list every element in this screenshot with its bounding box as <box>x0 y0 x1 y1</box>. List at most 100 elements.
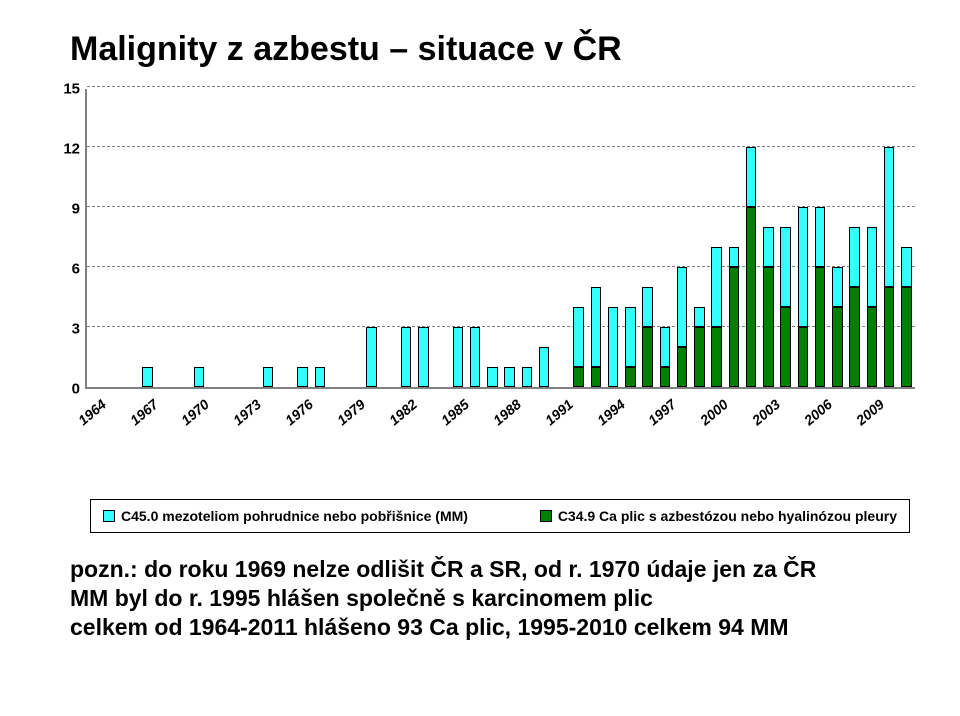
bar <box>539 347 549 387</box>
bar-segment-mm <box>849 227 859 287</box>
x-tick-slot: 1982 <box>396 394 413 444</box>
x-tick-slot <box>466 394 483 444</box>
bar-slot <box>363 89 380 387</box>
bar-slot <box>622 89 639 387</box>
legend-swatch-mm <box>103 510 115 522</box>
bar-segment-mm <box>729 247 739 267</box>
x-axis-labels: 1964196719701973197619791982198519881991… <box>85 394 915 444</box>
bar-segment-ca <box>849 287 859 387</box>
y-tick-label: 6 <box>72 261 80 278</box>
x-tick-slot: 1979 <box>344 394 361 444</box>
bar-segment-ca <box>591 367 601 387</box>
bar <box>573 307 583 387</box>
bar-segment-mm <box>746 147 756 207</box>
bar-segment-ca <box>780 307 790 387</box>
bar-segment-mm <box>798 207 808 327</box>
x-tick-slot: 1976 <box>293 394 310 444</box>
bar <box>263 367 273 387</box>
bar-slot <box>294 89 311 387</box>
bar-segment-ca <box>832 307 842 387</box>
bar-segment-ca <box>746 207 756 387</box>
legend-label-mm: C45.0 mezoteliom pohrudnice nebo pobřišn… <box>121 508 468 524</box>
bar <box>694 307 704 387</box>
x-tick-slot <box>517 394 534 444</box>
bar-slot <box>208 89 225 387</box>
bar-segment-mm <box>694 307 704 327</box>
bar <box>901 247 911 387</box>
bar-slot <box>863 89 880 387</box>
bar-slot <box>139 89 156 387</box>
bar-segment-ca <box>677 347 687 387</box>
bar-slot <box>277 89 294 387</box>
bars-container <box>87 89 915 387</box>
bar-slot <box>518 89 535 387</box>
bar <box>660 327 670 387</box>
bar-slot <box>156 89 173 387</box>
bar-slot <box>449 89 466 387</box>
bar <box>504 367 514 387</box>
bar <box>591 287 601 387</box>
bar-slot <box>725 89 742 387</box>
bar-segment-mm <box>884 147 894 287</box>
bar <box>608 307 618 387</box>
x-tick-slot: 2000 <box>708 394 725 444</box>
bar-segment-ca <box>763 267 773 387</box>
bar-slot <box>432 89 449 387</box>
bar <box>832 267 842 387</box>
bar <box>849 227 859 387</box>
bar-slot <box>225 89 242 387</box>
bar-slot <box>881 89 898 387</box>
bar-slot <box>743 89 760 387</box>
bar-segment-ca <box>798 327 808 387</box>
bar-slot <box>329 89 346 387</box>
bar <box>746 147 756 387</box>
bar-slot <box>484 89 501 387</box>
bar-slot <box>242 89 259 387</box>
x-tick-slot <box>310 394 327 444</box>
bar-segment-ca <box>711 327 721 387</box>
bar-segment-mm <box>522 367 532 387</box>
bar <box>366 327 376 387</box>
bar-segment-mm <box>677 267 687 347</box>
bar-segment-mm <box>453 327 463 387</box>
bar <box>815 207 825 387</box>
bar-slot <box>553 89 570 387</box>
bar-segment-mm <box>608 307 618 387</box>
x-tick-slot: 1964 <box>85 394 102 444</box>
bar-slot <box>380 89 397 387</box>
bar-slot <box>122 89 139 387</box>
y-tick-label: 15 <box>63 81 80 98</box>
bar-segment-mm <box>573 307 583 367</box>
bar-segment-mm <box>504 367 514 387</box>
x-tick-slot <box>258 394 275 444</box>
bar-segment-mm <box>832 267 842 307</box>
bar-slot <box>674 89 691 387</box>
y-axis-labels: 03691215 <box>50 89 80 389</box>
bar <box>625 307 635 387</box>
bar-slot <box>691 89 708 387</box>
x-tick-slot <box>881 394 898 444</box>
bar-slot <box>415 89 432 387</box>
bar-slot <box>398 89 415 387</box>
bar-slot <box>87 89 104 387</box>
bar-slot <box>898 89 915 387</box>
bar-segment-ca <box>642 327 652 387</box>
bar-slot <box>173 89 190 387</box>
bar-slot <box>311 89 328 387</box>
legend-swatch-ca <box>540 510 552 522</box>
x-tick-slot <box>673 394 690 444</box>
bar-slot <box>587 89 604 387</box>
x-tick-slot: 1997 <box>656 394 673 444</box>
bar-segment-ca <box>660 367 670 387</box>
bar-segment-ca <box>729 267 739 387</box>
x-tick-slot <box>621 394 638 444</box>
bar-segment-mm <box>539 347 549 387</box>
bar <box>798 207 808 387</box>
bar-segment-mm <box>487 367 497 387</box>
bar-segment-mm <box>815 207 825 267</box>
bar <box>418 327 428 387</box>
bar <box>677 267 687 387</box>
x-tick-slot: 1970 <box>189 394 206 444</box>
chart: 03691215 1964196719701973197619791982198… <box>50 89 930 449</box>
y-tick-label: 12 <box>63 141 80 158</box>
